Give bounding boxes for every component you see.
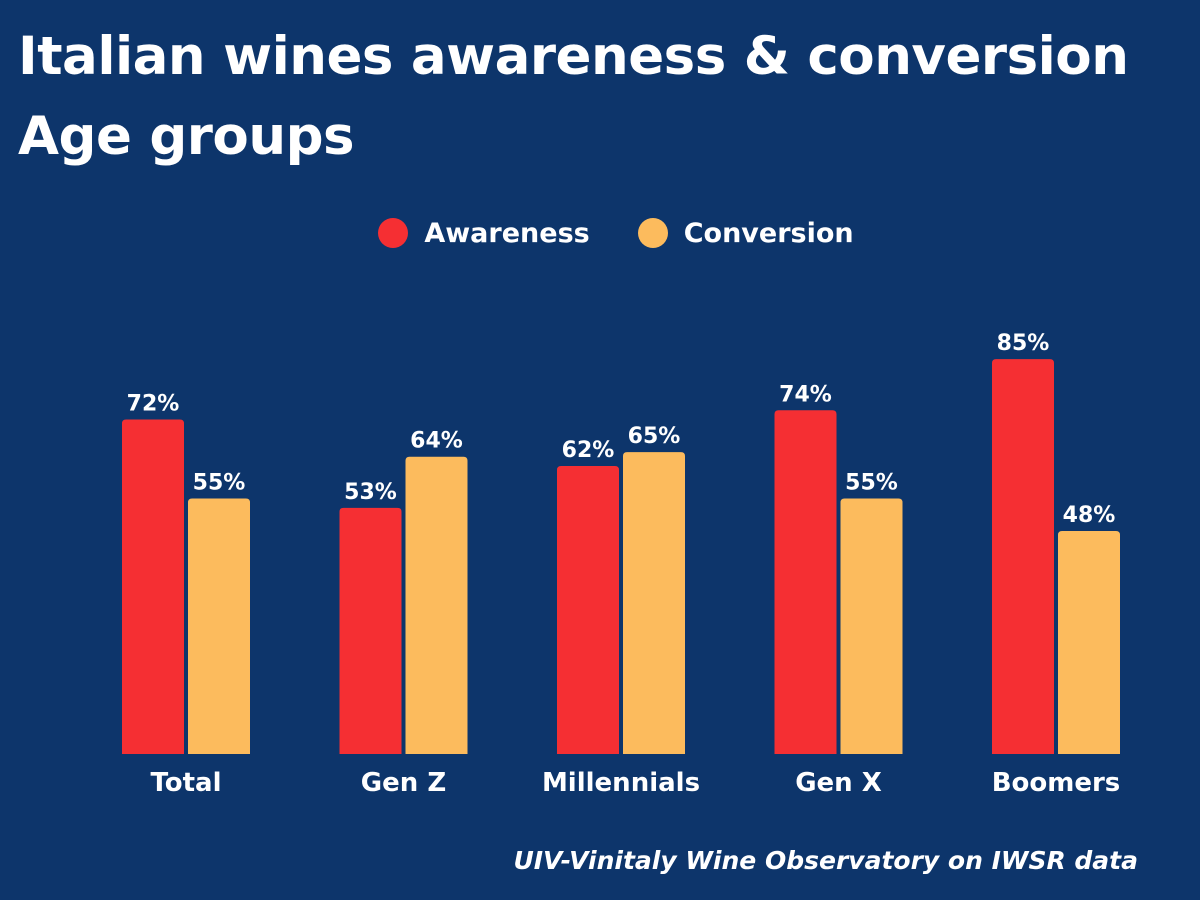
data-label-awareness-gen-z: 53% [344, 480, 397, 505]
legend-swatch-conversion [637, 218, 668, 248]
data-label-conversion-total: 55% [193, 471, 246, 496]
bar-conversion-millennials [623, 452, 685, 754]
data-label-conversion-boomers: 48% [1063, 503, 1116, 528]
x-tick-label-gen-z: Gen Z [361, 768, 446, 798]
data-label-awareness-total: 72% [127, 392, 180, 417]
data-label-awareness-gen-x: 74% [779, 382, 832, 407]
bar-conversion-gen-z [405, 456, 468, 754]
legend-swatch-awareness [378, 218, 409, 248]
data-label-awareness-boomers: 85% [997, 331, 1050, 356]
bar-awareness-millennials [557, 466, 619, 754]
chart-subtitle: Age groups [18, 106, 355, 167]
data-label-awareness-millennials: 62% [562, 438, 615, 463]
legend-item-awareness: Awareness [378, 217, 590, 249]
x-tick-label-millennials: Millennials [542, 768, 700, 798]
legend-item-conversion: Conversion [637, 217, 854, 249]
source-note: UIV-Vinitaly Wine Observatory on IWSR da… [513, 846, 1138, 875]
bar-conversion-gen-x [840, 498, 903, 754]
data-label-conversion-gen-x: 55% [845, 471, 898, 496]
bar-awareness-boomers [992, 359, 1054, 754]
chart-title: Italian wines awareness & conversion [18, 26, 1129, 87]
bar-conversion-boomers [1058, 531, 1120, 754]
bar-awareness-gen-x [774, 410, 837, 754]
bar-awareness-gen-z [339, 507, 402, 754]
x-tick-label-total: Total [150, 768, 221, 798]
legend-label-awareness: Awareness [424, 217, 590, 249]
data-label-conversion-millennials: 65% [628, 424, 681, 449]
x-tick-label-gen-x: Gen X [795, 768, 882, 798]
data-label-conversion-gen-z: 64% [410, 429, 463, 454]
x-tick-label-boomers: Boomers [992, 768, 1121, 798]
bar-awareness-total [122, 419, 184, 754]
chart-legend: Awareness Conversion [0, 218, 1200, 248]
legend-label-conversion: Conversion [683, 217, 854, 249]
bar-conversion-total [188, 498, 250, 754]
